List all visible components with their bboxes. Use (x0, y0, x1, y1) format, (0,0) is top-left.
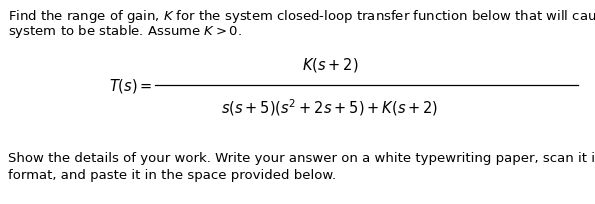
Text: $T(s) =$: $T(s) =$ (108, 77, 152, 94)
Text: system to be stable. Assume $K > 0$.: system to be stable. Assume $K > 0$. (8, 23, 242, 40)
Text: Find the range of gain, $K$ for the system closed-loop transfer function below t: Find the range of gain, $K$ for the syst… (8, 8, 595, 25)
Text: Show the details of your work. Write your answer on a white typewriting paper, s: Show the details of your work. Write you… (8, 151, 595, 164)
Text: $s(s + 5)(s^2 + 2s + 5) + K(s + 2)$: $s(s + 5)(s^2 + 2s + 5) + K(s + 2)$ (221, 97, 439, 118)
Text: $K(s + 2)$: $K(s + 2)$ (302, 56, 358, 74)
Text: format, and paste it in the space provided below.: format, and paste it in the space provid… (8, 168, 336, 181)
